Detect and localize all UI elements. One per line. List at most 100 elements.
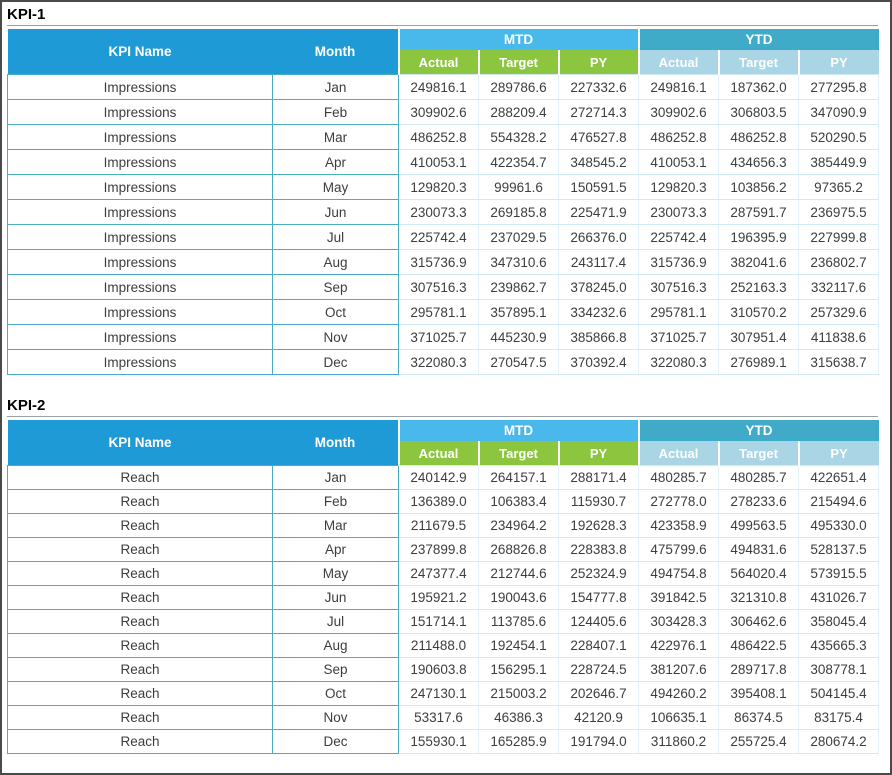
ytd-actual-cell[interactable]: 311860.2 [638,729,720,754]
kpi-name-cell[interactable]: Impressions [7,249,273,275]
month-cell[interactable]: Dec [272,349,399,375]
mtd-actual-cell[interactable]: 295781.1 [398,299,479,325]
month-cell[interactable]: Sep [272,274,399,300]
ytd-target-cell[interactable]: 252163.3 [718,274,800,300]
mtd-group-header[interactable]: MTD [397,29,639,50]
mtd-actual-cell[interactable]: 322080.3 [398,349,479,375]
month-cell[interactable]: Aug [272,633,399,658]
mtd-target-cell[interactable]: 445230.9 [478,324,559,350]
ytd-py-cell[interactable]: 504145.4 [798,681,880,706]
mtd-actual-cell[interactable]: 225742.4 [398,224,479,250]
ytd-py-cell[interactable]: 215494.6 [798,489,880,514]
mtd-py-cell[interactable]: 192628.3 [557,513,640,538]
ytd-target-cell[interactable]: 434656.3 [718,149,800,175]
ytd-py-cell[interactable]: 280674.2 [798,729,880,754]
month-cell[interactable]: Jul [272,609,399,634]
ytd-py-cell[interactable]: 495330.0 [798,513,880,538]
mtd-target-cell[interactable]: 268826.8 [478,537,559,562]
mtd-actual-cell[interactable]: 249816.1 [398,74,479,100]
ytd-target-cell[interactable]: 278233.6 [718,489,800,514]
ytd-target-cell[interactable]: 306462.6 [718,609,800,634]
ytd-actual-cell[interactable]: 381207.6 [638,657,720,682]
ytd-py-cell[interactable]: 520290.5 [798,124,880,150]
ytd-target-cell[interactable]: 276989.1 [718,349,800,375]
mtd-actual-cell[interactable]: 309902.6 [398,99,479,125]
month-cell[interactable]: Mar [272,513,399,538]
mtd-target-cell[interactable]: 289786.6 [478,74,559,100]
mtd-target-header[interactable]: Target [477,50,559,75]
ytd-target-cell[interactable]: 486422.5 [718,633,800,658]
mtd-py-cell[interactable]: 115930.7 [557,489,640,514]
mtd-actual-header[interactable]: Actual [397,50,479,75]
ytd-actual-cell[interactable]: 486252.8 [638,124,720,150]
ytd-target-cell[interactable]: 287591.7 [718,199,800,225]
ytd-target-cell[interactable]: 306803.5 [718,99,800,125]
ytd-actual-cell[interactable]: 322080.3 [638,349,720,375]
ytd-target-cell[interactable]: 480285.7 [718,465,800,490]
mtd-target-cell[interactable]: 190043.6 [478,585,559,610]
ytd-py-cell[interactable]: 83175.4 [798,705,880,730]
ytd-target-cell[interactable]: 321310.8 [718,585,800,610]
month-cell[interactable]: Oct [272,681,399,706]
mtd-actual-cell[interactable]: 136389.0 [398,489,479,514]
ytd-py-cell[interactable]: 385449.9 [798,149,880,175]
mtd-actual-cell[interactable]: 190603.8 [398,657,479,682]
month-cell[interactable]: Jan [272,465,399,490]
ytd-actual-cell[interactable]: 422976.1 [638,633,720,658]
ytd-target-cell[interactable]: 310570.2 [718,299,800,325]
ytd-actual-cell[interactable]: 230073.3 [638,199,720,225]
ytd-py-cell[interactable]: 422651.4 [798,465,880,490]
ytd-actual-cell[interactable]: 494754.8 [638,561,720,586]
kpi-name-cell[interactable]: Reach [7,585,273,610]
ytd-actual-cell[interactable]: 295781.1 [638,299,720,325]
mtd-py-cell[interactable]: 252324.9 [557,561,640,586]
mtd-target-cell[interactable]: 347310.6 [478,249,559,275]
kpi-name-cell[interactable]: Reach [7,609,273,634]
ytd-actual-cell[interactable]: 272778.0 [638,489,720,514]
mtd-actual-cell[interactable]: 371025.7 [398,324,479,350]
kpi-name-cell[interactable]: Impressions [7,299,273,325]
mtd-py-cell[interactable]: 334232.6 [557,299,640,325]
mtd-actual-header[interactable]: Actual [397,441,479,466]
mtd-py-cell[interactable]: 154777.8 [557,585,640,610]
kpi-2-title[interactable]: KPI-2 [7,396,878,417]
mtd-actual-cell[interactable]: 211679.5 [398,513,479,538]
ytd-actual-cell[interactable]: 371025.7 [638,324,720,350]
ytd-target-cell[interactable]: 494831.6 [718,537,800,562]
ytd-actual-cell[interactable]: 106635.1 [638,705,720,730]
mtd-actual-cell[interactable]: 155930.1 [398,729,479,754]
ytd-actual-cell[interactable]: 494260.2 [638,681,720,706]
ytd-py-cell[interactable]: 332117.6 [798,274,880,300]
kpi-name-cell[interactable]: Reach [7,489,273,514]
ytd-py-header[interactable]: PY [797,441,879,466]
month-cell[interactable]: Nov [272,705,399,730]
ytd-target-cell[interactable]: 395408.1 [718,681,800,706]
kpi-name-cell[interactable]: Impressions [7,199,273,225]
mtd-group-header[interactable]: MTD [397,420,639,441]
kpi-name-column-header[interactable]: KPI Name [7,29,273,75]
month-cell[interactable]: Jan [272,74,399,100]
month-cell[interactable]: Dec [272,729,399,754]
kpi-name-cell[interactable]: Reach [7,705,273,730]
mtd-target-cell[interactable]: 113785.6 [478,609,559,634]
mtd-py-cell[interactable]: 378245.0 [557,274,640,300]
ytd-actual-cell[interactable]: 423358.9 [638,513,720,538]
mtd-target-cell[interactable]: 237029.5 [478,224,559,250]
kpi-name-cell[interactable]: Reach [7,465,273,490]
month-cell[interactable]: Feb [272,99,399,125]
ytd-py-header[interactable]: PY [797,50,879,75]
kpi-name-cell[interactable]: Impressions [7,324,273,350]
ytd-target-cell[interactable]: 86374.5 [718,705,800,730]
ytd-target-cell[interactable]: 196395.9 [718,224,800,250]
ytd-py-cell[interactable]: 277295.8 [798,74,880,100]
ytd-py-cell[interactable]: 236975.5 [798,199,880,225]
ytd-py-cell[interactable]: 347090.9 [798,99,880,125]
mtd-target-cell[interactable]: 270547.5 [478,349,559,375]
ytd-py-cell[interactable]: 308778.1 [798,657,880,682]
month-cell[interactable]: Apr [272,149,399,175]
kpi-name-cell[interactable]: Impressions [7,74,273,100]
mtd-py-cell[interactable]: 225471.9 [557,199,640,225]
mtd-actual-cell[interactable]: 247377.4 [398,561,479,586]
mtd-actual-cell[interactable]: 247130.1 [398,681,479,706]
mtd-actual-cell[interactable]: 315736.9 [398,249,479,275]
